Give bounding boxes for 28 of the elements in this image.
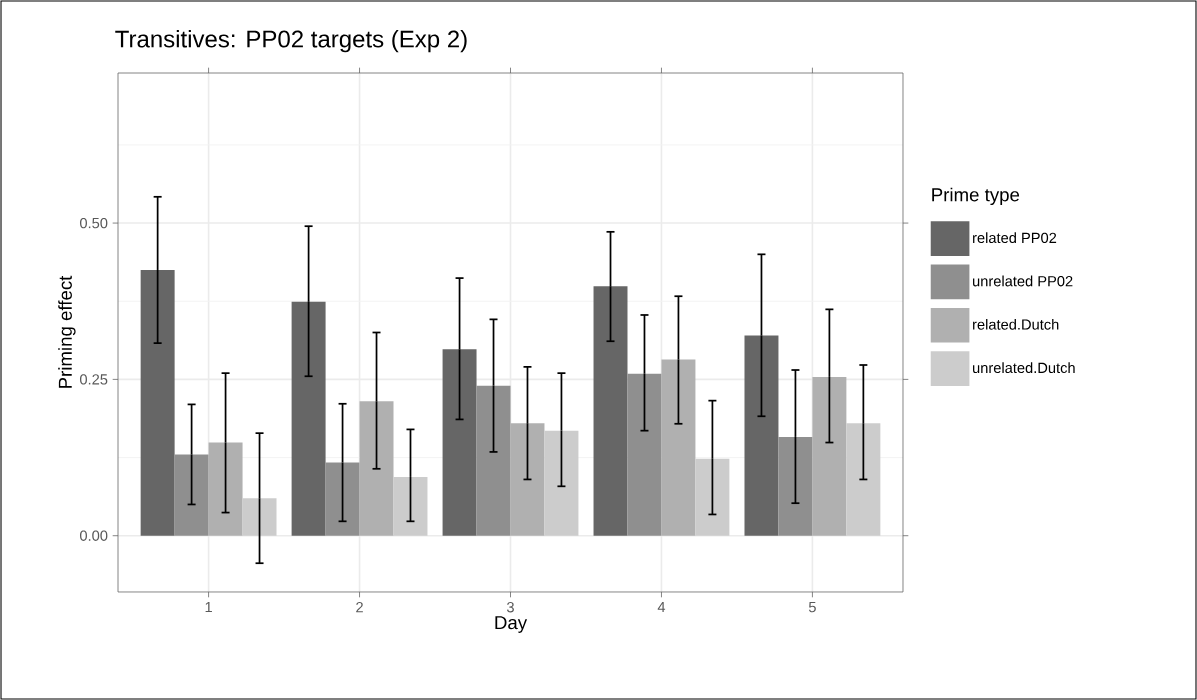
bar [846,423,881,536]
bar [812,376,847,536]
bar [510,423,545,536]
x-tick-label: 2 [356,602,363,613]
x-tick-label: 1 [205,602,212,613]
legend-label: related PP02 [973,232,1057,244]
bar [476,385,511,536]
y-tick-label: 0.00 [79,530,108,541]
legend-title: Prime type [932,187,1020,206]
legend-label: unrelated PP02 [973,275,1073,287]
y-tick-label: 0.25 [79,374,108,385]
bar [661,359,696,536]
x-tick-label: 4 [657,602,666,613]
bar [242,498,277,536]
bar [291,301,326,536]
bar [744,335,779,536]
bar [593,286,628,536]
legend-label: unrelated.Dutch [973,362,1075,374]
y-axis-title: Priming effect [58,275,76,388]
bar [627,373,662,536]
legend-label: related.Dutch [973,318,1059,330]
x-tick-label: 3 [506,602,514,613]
chart-title: Transitives: PP02 targets (Exp 2) [115,29,467,53]
bar [442,349,477,536]
x-tick-label: 5 [808,602,816,613]
bar [140,269,175,536]
x-axis-title: Day [495,616,528,633]
y-tick-label: 0.50 [79,217,108,229]
